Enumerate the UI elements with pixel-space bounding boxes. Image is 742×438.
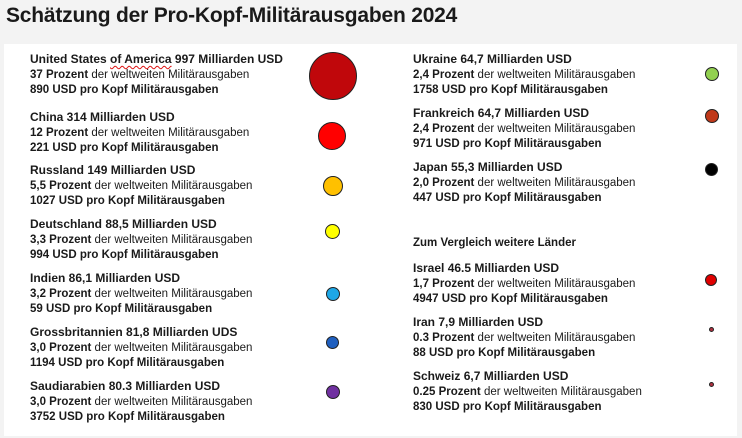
per-capita: 4947 USD pro Kopf Militärausgaben [413,293,608,305]
country-name: Ukraine [413,52,458,66]
spending-amount: 81,8 Milliarden UDS [122,325,238,339]
per-capita: 221 USD pro Kopf Militärausgaben [30,142,219,154]
country-name-suffix: of America [110,52,172,66]
world-share-suffix: der weltweiten Militärausgaben [91,341,253,354]
entry-israel: Israel 46.5 Milliarden USD 1,7 Prozent d… [413,261,635,308]
world-share-suffix: der weltweiten Militärausgaben [474,122,636,135]
entry-iran: Iran 7,9 Milliarden USD 0.3 Prozent der … [413,315,635,362]
comparison-heading: Zum Vergleich weitere Länder [413,237,576,249]
bubble-france [705,109,719,123]
world-share-suffix: der weltweiten Militärausgaben [88,68,250,81]
world-share: 3,3 Prozent [30,233,92,246]
entry-russia: Russland 149 Milliarden USD 5,5 Prozent … [30,163,252,210]
spending-amount: 64,7 Milliarden USD [457,52,572,66]
bubble-india [326,287,340,301]
world-share: 3,2 Prozent [30,287,92,300]
country-name: Schweiz [413,369,461,383]
world-share-suffix: der weltweiten Militärausgaben [474,331,636,344]
spending-amount: 7,9 Milliarden USD [435,315,544,329]
world-share-suffix: der weltweiten Militärausgaben [91,395,253,408]
entry-ukraine: Ukraine 64,7 Milliarden USD 2,4 Prozent … [413,52,635,99]
bubble-china [318,122,346,150]
bubble-germany [325,224,340,239]
spending-amount: 997 Milliarden USD [171,52,283,66]
page-title: Schätzung der Pro-Kopf-Militärausgaben 2… [6,4,458,27]
world-share: 12 Prozent [30,126,89,139]
world-share: 2,4 Prozent [413,68,475,81]
world-share: 0.3 Prozent [413,331,475,344]
world-share-suffix: der weltweiten Militärausgaben [480,385,642,398]
entry-germany: Deutschland 88,5 Milliarden USD 3,3 Proz… [30,217,252,264]
world-share: 5,5 Prozent [30,179,92,192]
content-panel: United States of America 997 Milliarden … [4,44,737,436]
world-share-suffix: der weltweiten Militärausgaben [91,287,253,300]
spending-amount: 55,3 Milliarden USD [447,160,563,174]
country-name: Saudiarabien [30,379,106,393]
spending-amount: 149 Milliarden USD [84,163,196,177]
world-share-suffix: der weltweiten Militärausgaben [474,68,636,81]
country-name: Israel [413,261,445,275]
bubble-japan [705,163,718,176]
entry-saudi-arabia: Saudiarabien 80.3 Milliarden USD 3,0 Pro… [30,379,252,426]
bubble-iran [709,327,714,332]
world-share: 2,0 Prozent [413,176,475,189]
spending-amount: 46.5 Milliarden USD [444,261,560,275]
per-capita: 1758 USD pro Kopf Militärausgaben [413,84,608,96]
per-capita: 1194 USD pro Kopf Militärausgaben [30,357,225,369]
entry-france: Frankreich 64,7 Milliarden USD 2,4 Proze… [413,106,635,153]
country-name: China [30,110,64,124]
country-name: Grossbritannien [30,325,123,339]
entry-india: Indien 86,1 Milliarden USD 3,2 Prozent d… [30,271,252,318]
per-capita: 994 USD pro Kopf Militärausgaben [30,249,219,261]
entry-usa: United States of America 997 Milliarden … [30,52,283,99]
world-share: 3,0 Prozent [30,395,92,408]
per-capita: 3752 USD pro Kopf Militärausgaben [30,411,225,423]
per-capita: 88 USD pro Kopf Militärausgaben [413,347,596,359]
world-share-suffix: der weltweiten Militärausgaben [474,277,636,290]
world-share: 37 Prozent [30,68,89,81]
per-capita: 890 USD pro Kopf Militärausgaben [30,84,219,96]
bubble-russia [323,176,343,196]
spending-amount: 88,5 Milliarden USD [102,217,217,231]
country-name: Indien [30,271,66,285]
spending-amount: 80.3 Milliarden USD [105,379,221,393]
world-share: 0.25 Prozent [413,385,481,398]
per-capita: 830 USD pro Kopf Militärausgaben [413,401,602,413]
country-name: Frankreich [413,106,475,120]
world-share: 1,7 Prozent [413,277,475,290]
world-share: 2,4 Prozent [413,122,475,135]
bubble-israel [705,274,717,286]
per-capita: 1027 USD pro Kopf Militärausgaben [30,195,225,207]
country-name: Japan [413,160,448,174]
entry-switzerland: Schweiz 6,7 Milliarden USD 0.25 Prozent … [413,369,642,416]
country-name: Russland [30,163,85,177]
country-name: Deutschland [30,217,103,231]
bubble-ukraine [705,67,719,81]
world-share-suffix: der weltweiten Militärausgaben [91,179,253,192]
world-share-suffix: der weltweiten Militärausgaben [474,176,636,189]
spending-amount: 6,7 Milliarden USD [460,369,569,383]
bubble-switzerland [709,382,714,387]
per-capita: 971 USD pro Kopf Militärausgaben [413,138,602,150]
per-capita: 447 USD pro Kopf Militärausgaben [413,192,602,204]
bubble-usa [309,52,357,100]
world-share-suffix: der weltweiten Militärausgaben [91,233,253,246]
spending-amount: 314 Milliarden USD [63,110,175,124]
entry-china: China 314 Milliarden USD 12 Prozent der … [30,110,249,157]
spending-amount: 86,1 Milliarden USD [65,271,181,285]
entry-uk: Grossbritannien 81,8 Milliarden UDS 3,0 … [30,325,252,372]
bubble-saudi-arabia [326,385,340,399]
country-name: United States [30,52,111,66]
per-capita: 59 USD pro Kopf Militärausgaben [30,303,213,315]
country-name: Iran [413,315,436,329]
entry-japan: Japan 55,3 Milliarden USD 2,0 Prozent de… [413,160,635,207]
bubble-uk [326,336,339,349]
spending-amount: 64,7 Milliarden USD [474,106,590,120]
world-share-suffix: der weltweiten Militärausgaben [88,126,250,139]
world-share: 3,0 Prozent [30,341,92,354]
